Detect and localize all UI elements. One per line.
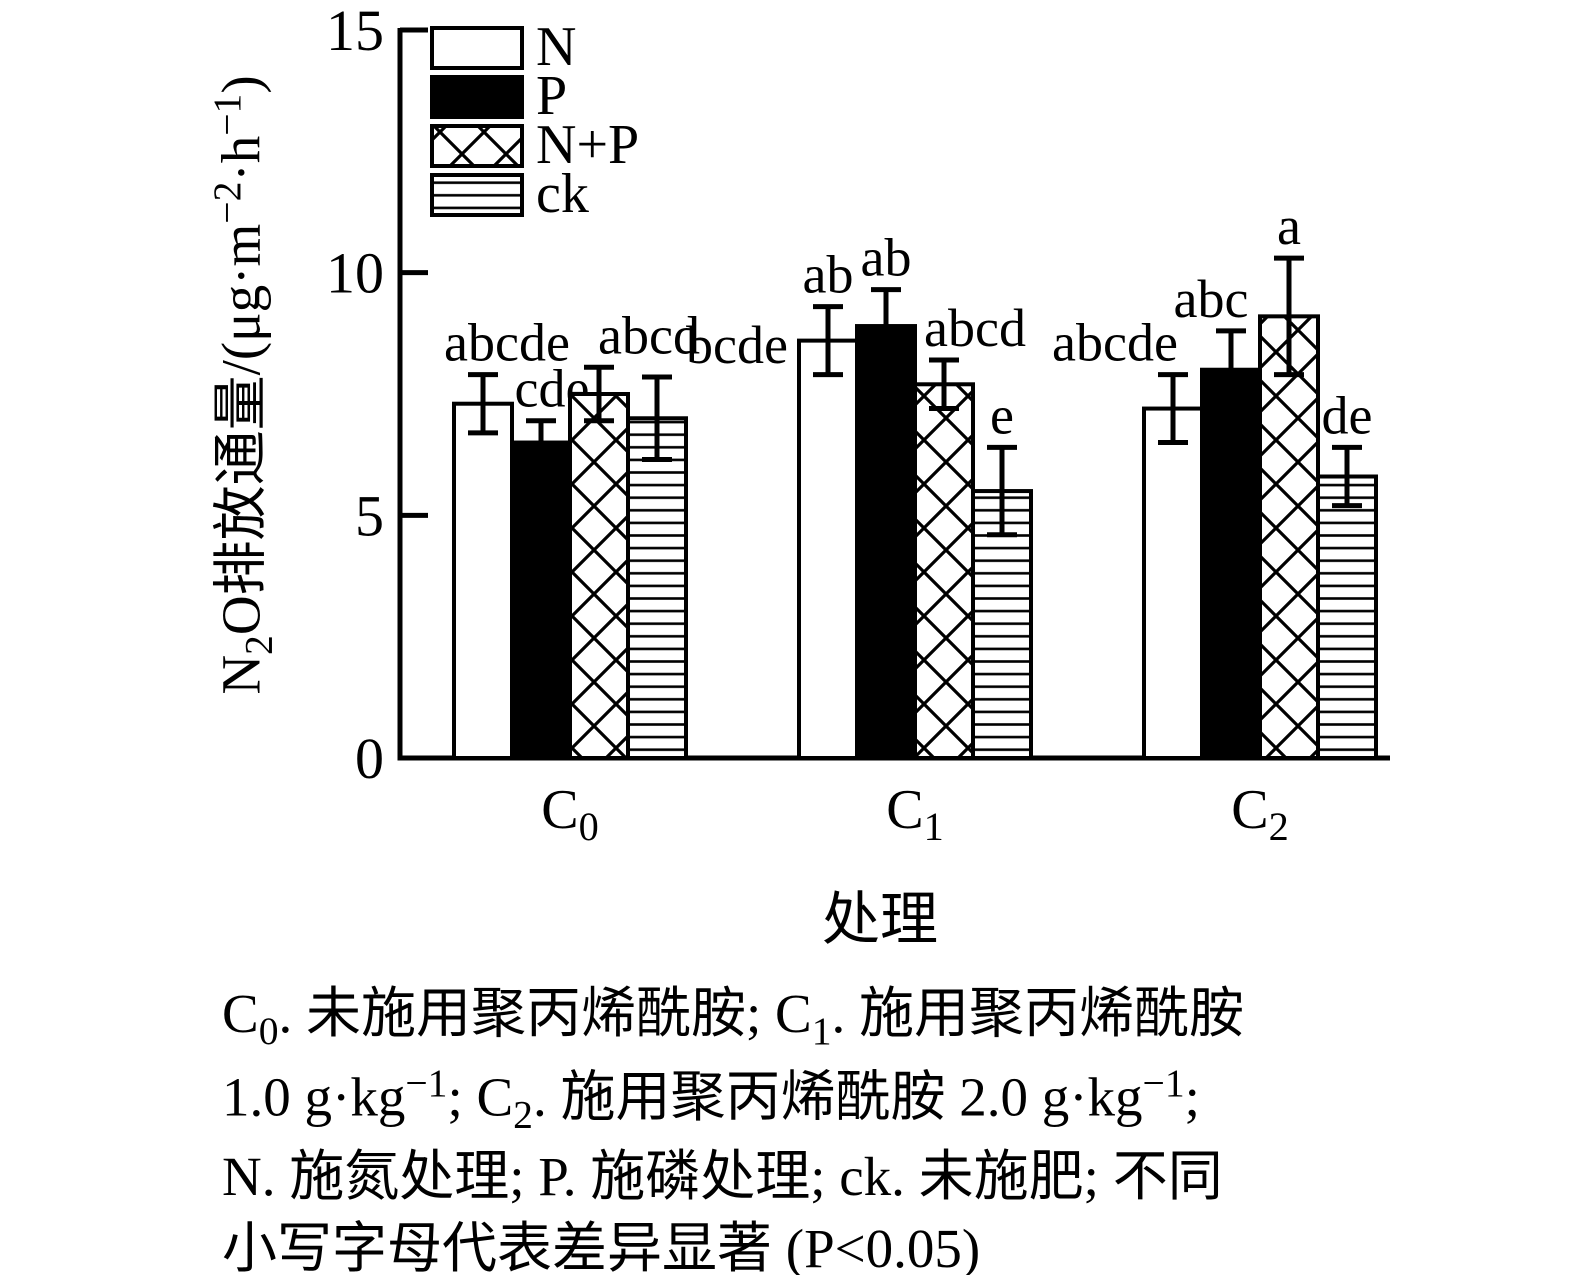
sig-letter: abcd xyxy=(924,298,1026,358)
legend-swatch-N xyxy=(430,26,524,70)
bar-N+P xyxy=(913,382,975,760)
bar-P xyxy=(510,440,572,760)
error-bar xyxy=(468,372,498,436)
x-axis-title: 处理 xyxy=(821,887,938,952)
error-bar xyxy=(584,364,614,424)
bar-N xyxy=(1142,406,1204,760)
figure-caption: C0. 未施用聚丙烯酰胺; C1. 施用聚丙烯酰胺 1.0 g·kg−1; C2… xyxy=(222,978,1407,1275)
axes xyxy=(397,27,1390,761)
y-axis-title: N2O排放通量/(μg·m−2·h−1) xyxy=(205,75,281,695)
legend: NPN+Pck xyxy=(430,16,639,225)
legend-label: N xyxy=(536,16,576,78)
legend-swatch-ck xyxy=(430,173,524,217)
error-bar xyxy=(929,357,959,412)
bar-N xyxy=(797,338,859,760)
caption-line: 小写字母代表差异显著 (P<0.05) xyxy=(222,1218,981,1275)
sig-letter: de xyxy=(1322,385,1373,445)
error-bar xyxy=(987,444,1017,538)
sig-letter: ab xyxy=(803,245,854,305)
sig-letter: ab xyxy=(861,228,912,288)
bar-P xyxy=(855,324,917,760)
caption-line: C0. 未施用聚丙烯酰胺; C1. 施用聚丙烯酰胺 xyxy=(222,983,1245,1053)
sig-letter: e xyxy=(990,385,1014,445)
y-tick-labels: 0 5 10 15 xyxy=(326,0,384,791)
bar-N+P xyxy=(1258,314,1320,760)
bar-P xyxy=(1200,367,1262,760)
bar-ck xyxy=(1316,474,1378,760)
error-bar xyxy=(1158,372,1188,446)
caption-line: N. 施氮处理; P. 施磷处理; ck. 未施肥; 不同 xyxy=(222,1146,1223,1208)
y-tick-label: 5 xyxy=(355,483,384,548)
error-bar xyxy=(871,287,901,365)
bar-N+P xyxy=(568,392,630,760)
bar-ck xyxy=(626,416,688,760)
sig-letter: abcd xyxy=(598,305,700,365)
sig-letter: abc xyxy=(1174,269,1249,329)
error-bar xyxy=(526,418,556,467)
sig-letter: abcde xyxy=(1052,313,1178,373)
sig-letter: a xyxy=(1277,196,1301,256)
y-tick-label: 0 xyxy=(355,726,384,791)
error-bar xyxy=(1216,328,1246,412)
legend-label: ck xyxy=(536,163,589,225)
caption-line: 1.0 g·kg−1; C2. 施用聚丙烯酰胺 2.0 g·kg−1; xyxy=(222,1060,1200,1137)
error-bar xyxy=(813,304,843,378)
legend-swatch-N+P xyxy=(430,124,524,168)
legend-swatch-P xyxy=(430,75,524,119)
y-tick-label: 15 xyxy=(326,0,384,63)
bar-N xyxy=(452,401,514,760)
x-category-label: C2 xyxy=(1231,779,1289,850)
error-bar xyxy=(642,374,672,463)
n2o-flux-bar-chart: 0 5 10 15 N P N+P ck abcde cde abcd bcde ab ab abcd e ab… xyxy=(205,0,1390,952)
error-bar xyxy=(1274,255,1304,378)
sig-letter: bcde xyxy=(686,315,788,375)
sig-letter: abcde xyxy=(444,313,570,373)
legend-label: N+P xyxy=(536,114,639,176)
error-bar xyxy=(1332,444,1362,509)
x-category-label: C1 xyxy=(886,779,944,850)
legend-label: P xyxy=(536,65,567,127)
x-category-label: C0 xyxy=(541,779,599,850)
y-tick-label: 10 xyxy=(326,241,384,306)
